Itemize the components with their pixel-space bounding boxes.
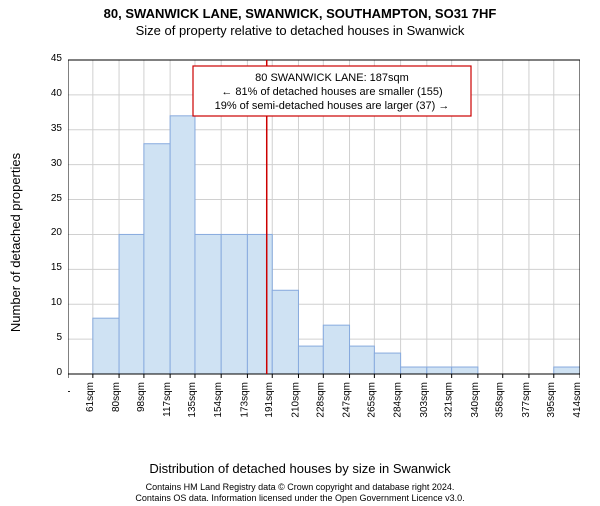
histogram-bar xyxy=(272,290,298,374)
x-tick-label: 98sqm xyxy=(136,382,147,412)
x-tick-label: 61sqm xyxy=(85,382,96,412)
histogram-bar xyxy=(374,353,400,374)
title-subtitle: Size of property relative to detached ho… xyxy=(0,23,600,38)
y-tick-label: 0 xyxy=(32,367,62,378)
x-tick-label: 210sqm xyxy=(290,382,301,418)
title-address: 80, SWANWICK LANE, SWANWICK, SOUTHAMPTON… xyxy=(0,6,600,21)
y-tick-label: 35 xyxy=(32,123,62,134)
x-axis-label: Distribution of detached houses by size … xyxy=(0,461,600,476)
histogram-bar xyxy=(119,234,144,374)
chart-container: 80, SWANWICK LANE, SWANWICK, SOUTHAMPTON… xyxy=(0,6,600,506)
histogram-bar xyxy=(452,367,478,374)
x-tick-label: 395sqm xyxy=(546,382,557,418)
x-tick-label: 117sqm xyxy=(162,382,173,417)
y-tick-label: 15 xyxy=(32,262,62,273)
histogram-bar xyxy=(323,325,349,374)
y-tick-label: 25 xyxy=(32,193,62,204)
y-tick-label: 30 xyxy=(32,158,62,169)
marker-box-line: 19% of semi-detached houses are larger (… xyxy=(215,100,450,112)
x-tick-label: 80sqm xyxy=(111,382,122,412)
x-tick-label: 358sqm xyxy=(495,382,506,418)
x-tick-label: 173sqm xyxy=(239,382,250,418)
x-tick-label: 265sqm xyxy=(366,382,377,418)
y-tick-label: 40 xyxy=(32,88,62,99)
histogram-bar xyxy=(401,367,427,374)
histogram-bar xyxy=(247,234,272,374)
x-tick-label: 247sqm xyxy=(342,382,353,418)
y-tick-label: 10 xyxy=(32,297,62,308)
histogram-bar xyxy=(554,367,580,374)
footer-line-2: Contains OS data. Information licensed u… xyxy=(0,493,600,504)
histogram-svg: 43sqm 61sqm 80sqm 98sqm 117sqm 135sqm 154sqm 17… xyxy=(68,56,580,428)
chart-area: 43sqm 61sqm 80sqm 98sqm 117sqm 135sqm 154sqm 17… xyxy=(68,56,580,428)
x-tick-label: 340sqm xyxy=(470,382,481,418)
y-tick-label: 20 xyxy=(32,227,62,238)
marker-box-line: ← 81% of detached houses are smaller (15… xyxy=(221,86,442,98)
footer-line-1: Contains HM Land Registry data © Crown c… xyxy=(0,482,600,493)
histogram-bar xyxy=(144,144,170,374)
histogram-bar xyxy=(298,346,323,374)
y-tick-label: 5 xyxy=(32,332,62,343)
x-tick-label: 154sqm xyxy=(213,382,224,418)
x-tick-label: 377sqm xyxy=(521,382,532,418)
y-axis-label: Number of detached properties xyxy=(8,56,24,428)
histogram-bar xyxy=(195,234,221,374)
histogram-bar xyxy=(221,234,247,374)
x-tick-label: 284sqm xyxy=(393,382,404,418)
x-tick-label: 191sqm xyxy=(264,382,275,418)
x-tick-label: 135sqm xyxy=(187,382,198,418)
y-tick-label: 45 xyxy=(32,53,62,64)
histogram-bar xyxy=(170,116,195,374)
x-tick-label: 321sqm xyxy=(444,382,455,418)
histogram-bar xyxy=(93,318,119,374)
histogram-bar xyxy=(427,367,452,374)
x-tick-label: 228sqm xyxy=(315,382,326,418)
footer-attribution: Contains HM Land Registry data © Crown c… xyxy=(0,482,600,504)
x-tick-label: 414sqm xyxy=(572,382,580,418)
marker-box-line: 80 SWANWICK LANE: 187sqm xyxy=(255,72,409,84)
x-tick-label: 303sqm xyxy=(419,382,430,418)
histogram-bar xyxy=(350,346,375,374)
x-tick-label: 43sqm xyxy=(68,382,71,412)
